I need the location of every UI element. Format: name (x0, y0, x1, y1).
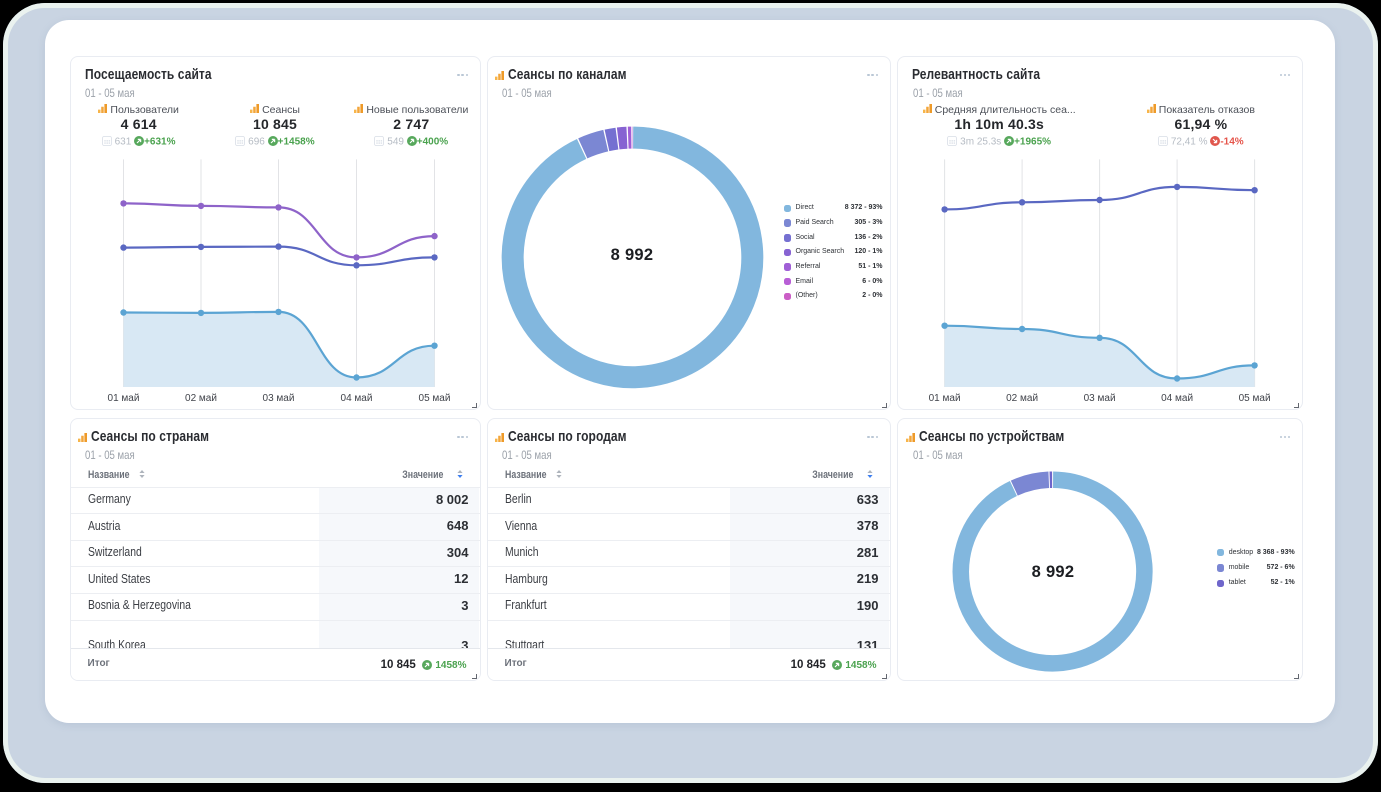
svg-text:01 май: 01 май (929, 393, 961, 404)
svg-text:03 май: 03 май (1084, 393, 1116, 404)
svg-text:05 май: 05 май (418, 393, 450, 404)
svg-text:02 май: 02 май (185, 393, 217, 404)
svg-text:01 май: 01 май (107, 393, 139, 404)
svg-text:04 май: 04 май (340, 393, 372, 404)
svg-text:02 май: 02 май (1007, 393, 1039, 404)
svg-text:04 май: 04 май (1162, 393, 1194, 404)
svg-text:05 май: 05 май (1239, 393, 1271, 404)
svg-text:03 май: 03 май (262, 393, 294, 404)
